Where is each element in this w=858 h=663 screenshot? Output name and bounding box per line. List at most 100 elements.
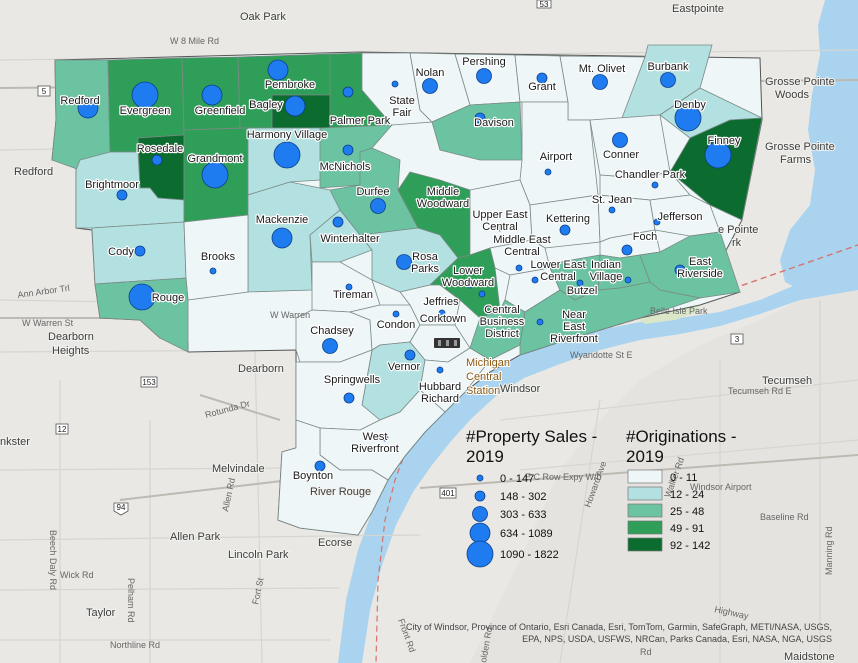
bubble-boynton[interactable] (314, 460, 326, 472)
label-vernor: Vernor (388, 361, 421, 373)
bubble-middle-east-central[interactable] (515, 264, 523, 272)
bubble-butzel[interactable] (576, 279, 584, 287)
bubble-mcnichols[interactable] (342, 144, 354, 156)
legend-orig-title-2: 2019 (626, 447, 664, 466)
polygon-rouge[interactable] (94, 277, 189, 353)
bubble-harmony-village[interactable] (273, 141, 301, 169)
neighborhood-labels: Redford Evergreen Greenfield Pembroke Bagley… (59, 55, 742, 483)
label-jefferson: Jefferson (657, 211, 702, 223)
bubble-indian-village[interactable] (624, 276, 632, 284)
bubble-rouge[interactable] (128, 283, 156, 311)
bubble-west-riverfront[interactable] (381, 434, 389, 442)
polygon-brightmoor[interactable] (75, 151, 185, 229)
road-e-c-row: E C Row Expy W/b (525, 472, 602, 482)
legend-orig-title-1: #Originations - (626, 427, 737, 446)
bubble-grandmont[interactable] (201, 161, 229, 189)
label-butzel: Butzel (567, 285, 598, 297)
label-redford: Redford (60, 95, 99, 107)
place-dearborn-heights-1: Dearborn (48, 331, 94, 343)
legend-sales-symbol-2 (472, 506, 488, 522)
label-denby: Denby (674, 99, 706, 111)
bubble-chadsey[interactable] (322, 338, 338, 354)
bubble-palmer-park[interactable] (342, 86, 354, 98)
label-rouge: Rouge (152, 292, 184, 304)
bubble-middle-woodward[interactable] (442, 201, 450, 209)
bubble-conner[interactable] (612, 132, 628, 148)
bubble-near-east-riverfront[interactable] (536, 318, 544, 326)
road-manning: Manning Rd (824, 526, 834, 575)
bubble-mt-olivet[interactable] (592, 74, 608, 90)
place-gpw1: Grosse Pointe (765, 76, 835, 88)
bubble-grant[interactable] (536, 72, 548, 84)
bubble-pembroke[interactable] (267, 59, 289, 81)
place-inkster: nkster (0, 436, 30, 448)
bubble-central-business-district[interactable] (478, 290, 486, 298)
road-baseline: Baseline Rd (760, 512, 809, 522)
bubble-rosa-parks[interactable] (396, 254, 412, 270)
label-st-jean: St. Jean (592, 194, 632, 206)
bubble-hubbard-richard[interactable] (436, 366, 444, 374)
bubble-cody[interactable] (134, 245, 146, 257)
bubble-state-fair[interactable] (391, 80, 399, 88)
label-nolan: Nolan (416, 67, 445, 79)
road-wyandotte: Wyandotte St E (570, 350, 632, 360)
bubble-foch[interactable] (621, 244, 633, 256)
bubble-rosedale[interactable] (151, 154, 163, 166)
bubble-nolan[interactable] (422, 78, 438, 94)
bubble-denby[interactable] (674, 104, 702, 132)
label-jeffries: Jeffries (423, 296, 459, 308)
bubble-bagley[interactable] (284, 95, 306, 117)
bubble-brightmoor[interactable] (116, 189, 128, 201)
bubble-davison[interactable] (474, 112, 486, 124)
place-eastpointe: Eastpointe (672, 3, 724, 15)
bubble-lower-woodward[interactable] (466, 281, 474, 289)
bubble-springwells[interactable] (343, 392, 355, 404)
bubble-brooks[interactable] (209, 267, 217, 275)
label-upper-east-central: Upper East Central (472, 209, 527, 233)
bubble-chandler-park[interactable] (651, 181, 659, 189)
shield-153: 153 (142, 378, 156, 387)
label-mt-olivet: Mt. Olivet (579, 63, 625, 75)
bubble-redford[interactable] (77, 97, 99, 119)
bubble-airport[interactable] (544, 168, 552, 176)
bubble-vernor[interactable] (404, 349, 416, 361)
bubble-lower-east-central[interactable] (531, 276, 539, 284)
polygon-boynton[interactable] (277, 419, 389, 536)
place-maidstone: Maidstone (784, 651, 835, 663)
bubble-st-jean[interactable] (608, 206, 616, 214)
polygon-east-riverside[interactable] (639, 231, 741, 299)
label-hubbard-richard: Hubbard Richard (419, 381, 461, 405)
label-foch: Foch (633, 231, 657, 243)
bubble-evergreen[interactable] (131, 81, 159, 109)
polygon-brooks[interactable] (183, 214, 249, 301)
label-chadsey: Chadsey (310, 325, 354, 337)
bubble-upper-east-central[interactable] (496, 224, 504, 232)
label-central-business-district: Central Business District (480, 304, 525, 340)
bubble-greenfield[interactable] (201, 84, 223, 106)
label-brightmoor: Brightmoor (85, 179, 139, 191)
polygon-kettering[interactable] (529, 194, 601, 249)
legend-orig-swatch-1 (627, 486, 663, 501)
bubble-mackenzie[interactable] (271, 227, 293, 249)
bubble-pershing[interactable] (476, 68, 492, 84)
station-marker (434, 338, 460, 348)
bubble-burbank[interactable] (660, 72, 676, 88)
bubble-corktown[interactable] (436, 314, 444, 322)
bubble-winterhalter[interactable] (332, 216, 344, 228)
polygon-near-east-riverfront[interactable] (519, 281, 702, 356)
bubble-east-riverside[interactable] (674, 264, 686, 276)
bubble-finney[interactable] (704, 141, 732, 169)
route-shields: 5 53 153 12 94 401 3 (37, 0, 744, 516)
bubble-kettering[interactable] (559, 224, 571, 236)
place-gp-partial1: e Pointe (718, 224, 758, 236)
road-w-7mile: W Warren (270, 310, 310, 320)
legend-orig-swatch-0 (627, 469, 663, 484)
bubble-condon[interactable] (392, 310, 400, 318)
bubble-tireman[interactable] (345, 283, 353, 291)
label-brooks: Brooks (201, 251, 236, 263)
place-labels: Oak Park Eastpointe Grosse Pointe Woods … (0, 2, 836, 663)
bubble-durfee[interactable] (370, 198, 386, 214)
bubble-jefferson[interactable] (653, 218, 661, 226)
legend-sales-label-0: 0 - 147 (500, 473, 534, 485)
